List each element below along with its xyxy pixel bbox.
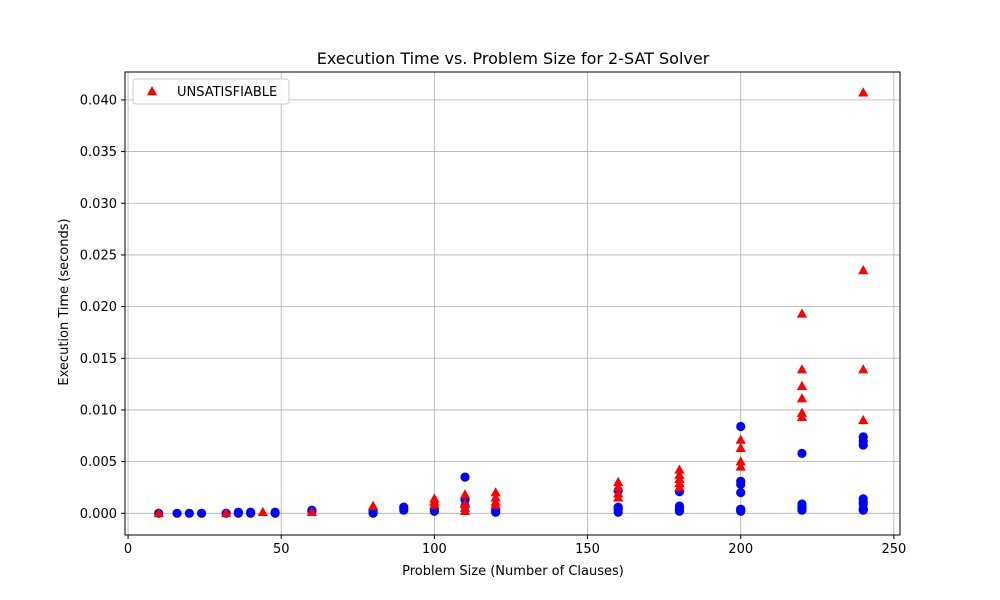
data-point-circle <box>196 508 207 518</box>
data-point-circle <box>736 504 746 514</box>
data-point-circle <box>797 448 807 458</box>
data-point-triangle <box>858 364 869 374</box>
legend-box <box>132 78 290 105</box>
x-axis-label: Problem Size (Number of Clauses) <box>402 564 624 579</box>
y-tick-label: 0.035 <box>80 145 117 160</box>
data-point-triangle <box>796 407 808 417</box>
data-point-circle <box>736 488 746 498</box>
x-axis-ticks: 0 50 100 150 200 250 <box>124 535 906 557</box>
data-point-triangle <box>735 456 746 466</box>
data-point-circle <box>736 476 746 486</box>
data-point-triangle <box>257 506 268 517</box>
data-point-circle <box>613 502 623 512</box>
y-tick-label: 0.005 <box>80 455 117 470</box>
data-point-triangle <box>459 489 471 499</box>
series-points <box>153 87 869 518</box>
data-point-triangle <box>613 476 624 487</box>
data-point-triangle <box>735 434 746 444</box>
y-axis-ticks: 0.000 0.005 0.010 0.015 0.020 0.025 0.030 0.035… <box>80 93 125 522</box>
data-point-circle <box>233 507 243 517</box>
y-tick-label: 0.010 <box>80 403 117 418</box>
data-point-triangle <box>735 461 746 471</box>
data-point-circle <box>460 472 470 482</box>
data-point-triangle <box>429 493 440 503</box>
x-tick-label: 150 <box>575 542 600 557</box>
y-axis-label: Execution Time (seconds) <box>57 218 72 385</box>
plot-area-frame <box>124 71 901 536</box>
y-tick-label: 0.020 <box>80 300 117 315</box>
data-point-triangle <box>858 87 869 97</box>
x-tick-label: 100 <box>422 542 447 557</box>
data-point-circle <box>736 421 746 432</box>
data-point-triangle <box>674 469 685 479</box>
x-tick-label: 250 <box>881 542 906 557</box>
data-point-triangle <box>796 364 808 374</box>
chart-title: Execution Time vs. Problem Size for 2-SA… <box>317 49 710 68</box>
data-point-triangle <box>858 265 869 275</box>
data-point-triangle <box>220 507 232 518</box>
data-point-circle <box>245 507 256 517</box>
data-point-triangle <box>796 393 808 403</box>
legend: UNSATISFIABLE <box>132 78 290 105</box>
data-point-circle <box>858 432 868 442</box>
y-tick-label: 0.015 <box>80 352 117 367</box>
y-tick-label: 0.025 <box>80 248 117 263</box>
data-point-circle <box>399 502 409 512</box>
data-point-triangle <box>613 482 624 492</box>
data-point-circle <box>270 507 280 517</box>
data-point-triangle <box>490 487 501 497</box>
data-point-circle <box>797 499 807 509</box>
legend-label-unsatisfiable: UNSATISFIABLE <box>177 85 277 100</box>
data-point-circle <box>858 494 868 504</box>
x-tick-label: 50 <box>273 542 290 557</box>
data-point-triangle <box>490 492 501 502</box>
x-tick-label: 0 <box>124 542 132 557</box>
data-point-triangle <box>858 414 869 425</box>
x-tick-label: 200 <box>728 542 753 557</box>
y-tick-label: 0.000 <box>80 507 117 522</box>
data-point-triangle <box>796 308 808 318</box>
data-point-triangle <box>367 500 379 510</box>
data-point-triangle <box>613 488 624 498</box>
data-point-circle <box>674 501 685 511</box>
data-point-triangle <box>306 506 317 517</box>
y-tick-label: 0.040 <box>80 93 117 108</box>
y-tick-label: 0.030 <box>80 197 117 212</box>
data-point-circle <box>172 508 182 518</box>
data-point-triangle <box>796 380 808 390</box>
data-point-triangle <box>735 442 746 452</box>
data-point-triangle <box>674 464 685 474</box>
legend-marker-triangle <box>146 86 158 96</box>
grid-lines <box>125 72 900 535</box>
data-point-circle <box>184 508 194 518</box>
data-point-triangle <box>459 498 471 508</box>
data-point-triangle <box>153 507 164 518</box>
